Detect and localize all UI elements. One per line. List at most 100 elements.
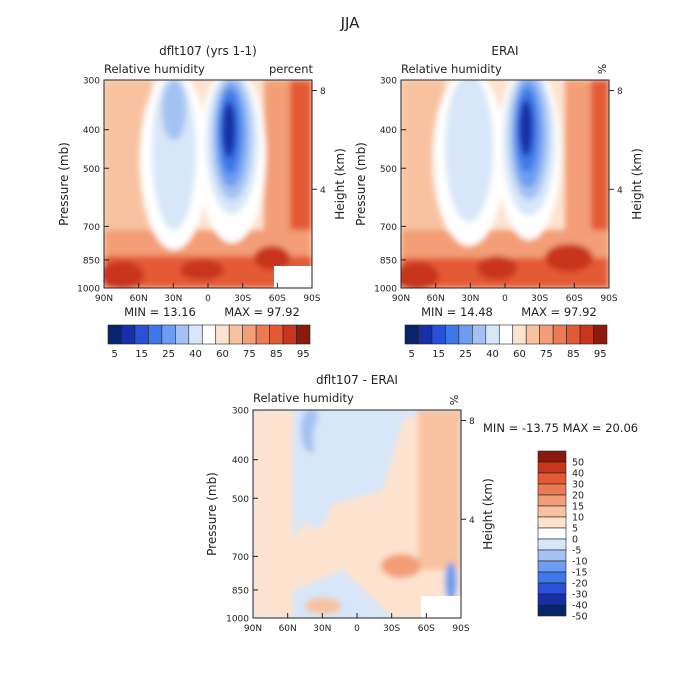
- colorbar-label: 15: [432, 349, 445, 360]
- panel-erai-left-label: Relative humidity: [401, 62, 502, 76]
- y-tick-label: 300: [380, 77, 397, 87]
- colorbar-label: -10: [572, 557, 588, 568]
- y-tick-label: 400: [232, 456, 249, 466]
- x-tick-label: 60S: [418, 624, 435, 634]
- panel-erai-ylabel-right: Height (km): [630, 148, 644, 219]
- panel-model-ylabel-right: Height (km): [333, 148, 347, 219]
- colorbar-label: -20: [572, 579, 588, 590]
- panel-model-title: dflt107 (yrs 1-1): [159, 44, 257, 58]
- panel-erai-axes: 90N 60N 30N 0 30S 60S 90S 300 400 500 700 850 1000 8 4: [374, 77, 623, 305]
- field-blob-red-sfc-c: [477, 256, 517, 280]
- colorbar-label: 60: [216, 349, 229, 360]
- field-band-warm-north-upper: [253, 410, 275, 530]
- panel-erai-max: MAX = 97.92: [521, 305, 597, 319]
- field-blob-blue-upper-mid: [313, 410, 373, 480]
- field-blob-red-sfc-n: [104, 261, 144, 288]
- colorbar-swatch: [215, 324, 230, 345]
- y-right-tick-label: 8: [320, 87, 326, 97]
- y-tick-label: 700: [232, 553, 249, 563]
- y-tick-label: 1000: [226, 615, 249, 625]
- panel-difference-plot: [252, 409, 462, 619]
- panel-difference-ylabel: Pressure (mb): [205, 472, 219, 556]
- y-tick-label: 850: [83, 256, 100, 266]
- colorbar-swatch: [107, 324, 122, 345]
- colorbar-swatch: [269, 324, 284, 345]
- colorbar-label: 25: [459, 349, 472, 360]
- y-tick-label: 850: [380, 256, 397, 266]
- colorbar-swatch: [537, 549, 567, 562]
- panel-erai-colorbar: 5 15 25 40 60 75 85 95: [404, 324, 608, 360]
- figure-title: JJA: [340, 14, 361, 32]
- field-band-hot-right: [290, 80, 312, 240]
- colorbar-swatch: [537, 450, 567, 463]
- y-tick-label: 700: [380, 223, 397, 233]
- x-tick-label: 90N: [392, 294, 410, 304]
- colorbar-swatch: [537, 505, 567, 518]
- colorbar-swatch: [255, 324, 270, 345]
- field-blob-red-sfc-s: [545, 244, 593, 272]
- colorbar-swatch: [228, 324, 243, 345]
- colorbar-label: 40: [486, 349, 499, 360]
- colorbar-label: 0: [572, 535, 578, 546]
- colorbar-swatch: [537, 582, 567, 595]
- colorbar-label: 50: [572, 458, 584, 469]
- panel-model: dflt107 (yrs 1-1) Relative humidity perc…: [57, 44, 347, 360]
- panel-erai-right-label: %: [596, 64, 609, 74]
- colorbar-swatch: [539, 324, 554, 345]
- colorbar-swatch: [188, 324, 203, 345]
- colorbar-swatch: [134, 324, 149, 345]
- panel-model-max: MAX = 97.92: [224, 305, 300, 319]
- field-blob-red-sfc-c: [180, 260, 224, 280]
- colorbar-label: 5: [572, 524, 578, 535]
- y-tick-label: 300: [83, 77, 100, 87]
- colorbar-label: -40: [572, 601, 588, 612]
- y-tick-label: 700: [83, 223, 100, 233]
- x-tick-label: 90N: [95, 294, 113, 304]
- colorbar-swatch: [485, 324, 500, 345]
- x-tick-label: 90S: [303, 294, 320, 304]
- colorbar-swatch: [566, 324, 581, 345]
- colorbar-label: -30: [572, 590, 588, 601]
- colorbar-swatch: [161, 324, 176, 345]
- colorbar-label: -50: [572, 612, 588, 623]
- x-tick-label: 90S: [452, 624, 469, 634]
- x-tick-label: 0: [205, 294, 211, 304]
- colorbar-swatch: [458, 324, 473, 345]
- x-tick-label: 0: [354, 624, 360, 634]
- colorbar-swatch: [537, 483, 567, 496]
- colorbar-swatch: [404, 324, 419, 345]
- y-right-tick-label: 4: [469, 516, 475, 526]
- field-band-warm-south: [418, 410, 461, 570]
- colorbar-label: 95: [594, 349, 607, 360]
- x-tick-label: 90N: [244, 624, 262, 634]
- colorbar-swatch: [537, 516, 567, 529]
- panel-erai-min: MIN = 14.48: [421, 305, 493, 319]
- panel-erai-title: ERAI: [491, 44, 518, 58]
- panel-erai: ERAI Relative humidity %: [354, 44, 644, 360]
- x-tick-label: 60N: [279, 624, 297, 634]
- colorbar-swatch: [537, 538, 567, 551]
- colorbar-swatch: [537, 604, 567, 617]
- field-blob-red-sfc-n: [401, 262, 439, 288]
- field-missing-area: [274, 266, 312, 288]
- x-tick-label: 90S: [600, 294, 617, 304]
- colorbar-swatch: [552, 324, 567, 345]
- colorbar-swatch: [525, 324, 540, 345]
- colorbar-label: 95: [297, 349, 310, 360]
- y-tick-label: 500: [83, 165, 100, 175]
- field-blob-red-south: [381, 554, 421, 578]
- field-blob-red-sfc-s: [254, 246, 290, 270]
- colorbar-label: 75: [243, 349, 256, 360]
- panel-model-axes: 90N 60N 30N 0 30S 60S 90S 300 400 500 700 850 1000 8 4: [77, 77, 326, 305]
- colorbar-label: -15: [572, 568, 588, 579]
- x-tick-label: 60S: [269, 294, 286, 304]
- colorbar-label: 60: [513, 349, 526, 360]
- colorbar-swatch: [242, 324, 257, 345]
- y-tick-label: 1000: [374, 285, 397, 295]
- colorbar-label: 20: [572, 491, 584, 502]
- colorbar-label: 30: [572, 480, 584, 491]
- y-right-tick-label: 8: [469, 417, 475, 427]
- x-tick-label: 30N: [461, 294, 479, 304]
- colorbar-swatch: [121, 324, 136, 345]
